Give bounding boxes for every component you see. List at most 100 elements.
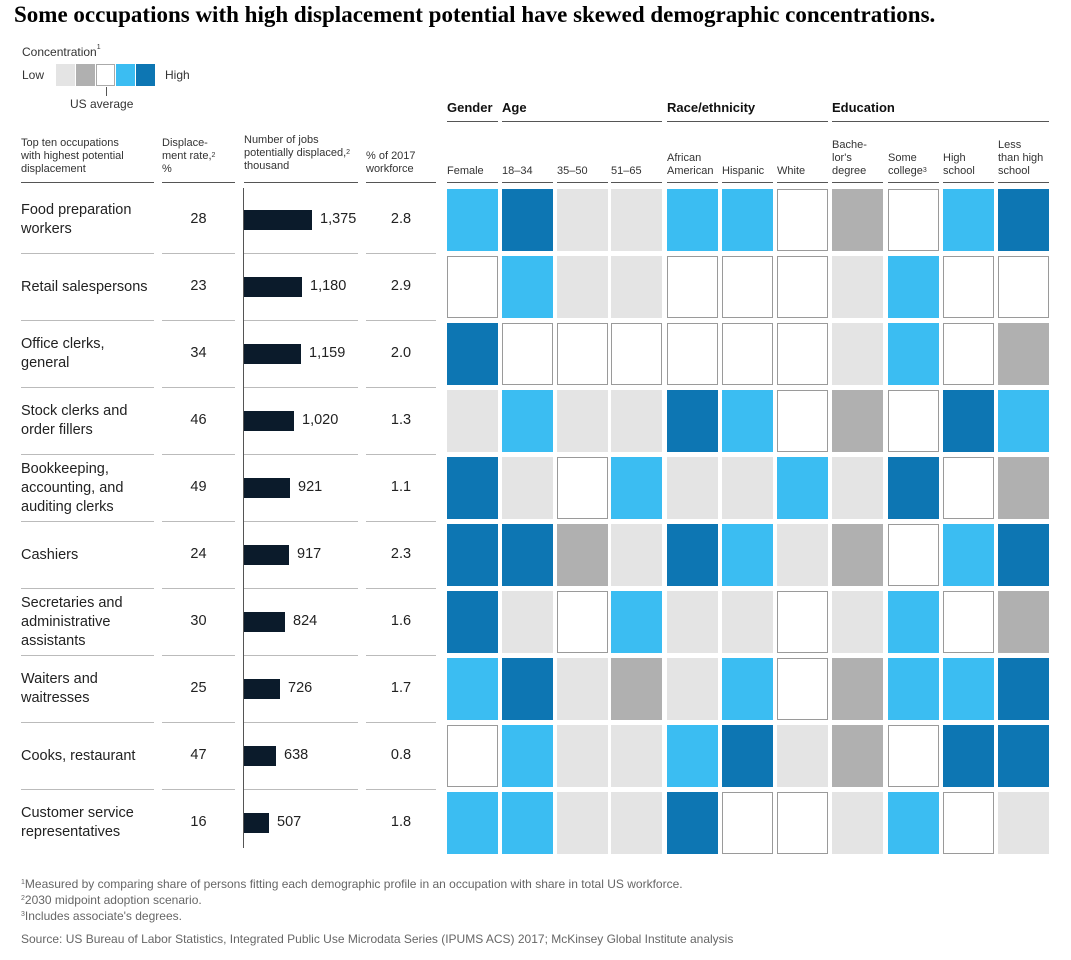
- jobs-bar: [244, 746, 276, 766]
- row-separator: [21, 655, 154, 656]
- heatmap-cell: [502, 189, 553, 251]
- heatmap-cell: [832, 189, 883, 251]
- header-line: with highest potential: [21, 150, 124, 162]
- heatmap-cell: [722, 658, 773, 720]
- legend-low: Low: [22, 68, 45, 82]
- heatmap-cell: [832, 457, 883, 519]
- demographic-header-rule: [722, 182, 773, 183]
- header-line: general: [21, 355, 70, 371]
- demographic-header: 35–50: [557, 165, 615, 178]
- header-line: potentially displaced,: [244, 147, 347, 159]
- row-separator: [162, 722, 235, 723]
- heatmap-cell: [667, 792, 718, 854]
- occupation-label: Customer service representatives: [21, 804, 156, 842]
- heatmap-cell: [832, 792, 883, 854]
- footnotes: 1Measured by comparing share of persons …: [21, 876, 683, 924]
- source-note: Source: US Bureau of Labor Statistics, I…: [21, 932, 734, 946]
- workforce-share: 1.7: [390, 680, 412, 696]
- demographic-header-rule: [832, 182, 883, 183]
- group-header-rule: [832, 121, 1049, 122]
- heatmap-cell: [557, 792, 608, 854]
- heatmap-cell: [557, 189, 608, 251]
- jobs-value: 1,020: [302, 412, 339, 428]
- heatmap-cell: [998, 457, 1049, 519]
- footnote-marker: 3: [21, 911, 25, 918]
- row-separator: [366, 387, 436, 388]
- row-separator: [244, 722, 358, 723]
- demographic-header: 51–65: [611, 165, 669, 178]
- heatmap-cell: [611, 256, 662, 318]
- header-line: African: [667, 152, 702, 164]
- heatmap-cell: [943, 256, 994, 318]
- row-separator: [366, 521, 436, 522]
- heatmap-cell: [943, 457, 994, 519]
- header-line: representatives: [21, 824, 121, 840]
- jobs-bar: [244, 344, 301, 364]
- group-header: Age: [502, 100, 527, 115]
- heatmap-cell: [502, 725, 553, 787]
- demographic-header: Hispanic: [722, 165, 780, 178]
- jobs-axis-line: [243, 188, 244, 848]
- row-separator: [244, 320, 358, 321]
- heatmap-cell: [502, 658, 553, 720]
- heatmap-cell: [943, 658, 994, 720]
- header-line: thousand: [244, 160, 290, 172]
- heatmap-cell: [998, 792, 1049, 854]
- header-workforce-share: % of 2017 workforce: [366, 150, 436, 176]
- row-separator: [366, 454, 436, 455]
- demographic-header: White: [777, 165, 835, 178]
- row-separator: [162, 789, 235, 790]
- jobs-bar: [244, 478, 290, 498]
- heatmap-cell: [888, 524, 939, 586]
- heatmap-cell: [777, 457, 828, 519]
- heatmap-cell: [722, 725, 773, 787]
- heatmap-cell: [722, 390, 773, 452]
- row-separator: [21, 253, 154, 254]
- header-displacement-rate: Displace-ment rate,2%: [162, 137, 237, 176]
- displacement-rate: 47: [190, 747, 207, 763]
- displacement-rate: 46: [190, 412, 207, 428]
- heatmap-cell: [557, 323, 608, 385]
- jobs-value: 921: [298, 479, 323, 495]
- jobs-bar: [244, 545, 289, 565]
- jobs-bar: [244, 210, 312, 230]
- demographic-header-rule: [998, 182, 1049, 183]
- heatmap-cell: [832, 524, 883, 586]
- jobs-value: 638: [284, 747, 309, 763]
- row-separator: [162, 253, 235, 254]
- demographic-header: 18–34: [502, 165, 560, 178]
- footnote-text: Measured by comparing share of persons f…: [24, 877, 683, 891]
- footnote-marker: 2: [211, 152, 216, 159]
- footnote-marker: 1: [21, 879, 25, 886]
- heatmap-cell: [998, 323, 1049, 385]
- row-separator: [162, 454, 235, 455]
- heatmap-cell: [447, 591, 498, 653]
- header-line: Waiters and: [21, 671, 98, 687]
- row-separator: [366, 655, 436, 656]
- jobs-value: 726: [288, 680, 313, 696]
- heatmap-cell: [557, 390, 608, 452]
- header-line: %: [162, 163, 172, 175]
- row-separator: [244, 387, 358, 388]
- heatmap-cell: [667, 591, 718, 653]
- heatmap-cell: [447, 792, 498, 854]
- heatmap-cell: [557, 524, 608, 586]
- row-separator: [244, 454, 358, 455]
- heatmap-cell: [502, 256, 553, 318]
- header-line: Office clerks,: [21, 336, 105, 352]
- heatmap-cell: [667, 189, 718, 251]
- heatmap-cell: [777, 323, 828, 385]
- row-separator: [366, 320, 436, 321]
- heatmap-cell: [777, 524, 828, 586]
- heatmap-cell: [998, 591, 1049, 653]
- legend-swatch: [56, 64, 75, 86]
- heatmap-cell: [611, 792, 662, 854]
- footnote-text: Includes associate's degrees.: [24, 909, 182, 923]
- footnote: 3Includes associate's degrees.: [21, 908, 683, 924]
- heatmap-cell: [502, 323, 553, 385]
- header-line: Bookkeeping,: [21, 460, 109, 477]
- legend-swatches: [56, 64, 156, 86]
- footnote: 22030 midpoint adoption scenario.: [21, 892, 683, 908]
- jobs-value: 1,159: [309, 345, 346, 361]
- legend-high: High: [165, 68, 190, 82]
